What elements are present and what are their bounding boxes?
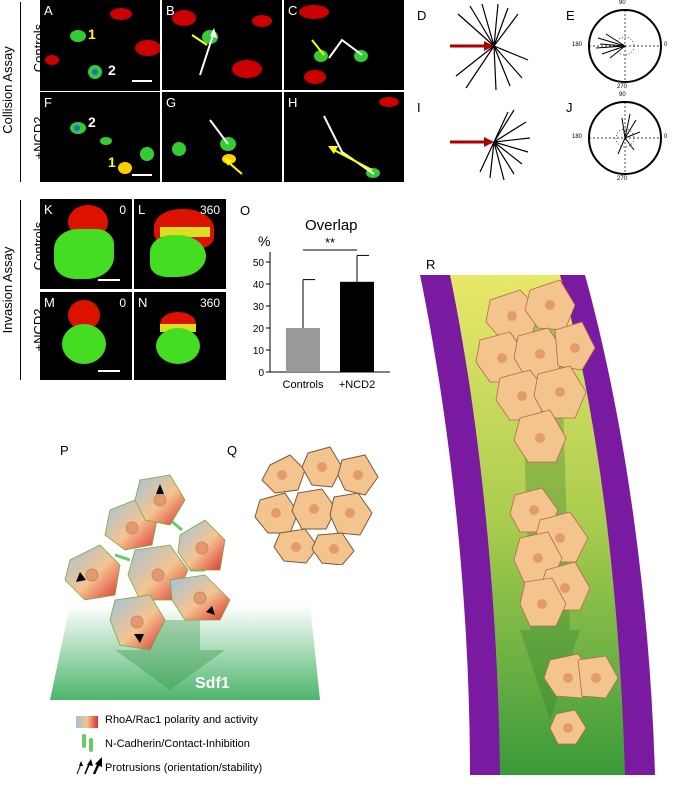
panel-r-schematic <box>420 275 655 775</box>
panel-g-image <box>162 92 282 182</box>
polar-j-0: 0 <box>664 134 668 140</box>
cell-1-label: 1 <box>88 26 96 42</box>
x-tick-label: +NCD2 <box>339 379 375 391</box>
panel-f-image: 2 1 <box>40 92 160 182</box>
panel-q-schematic <box>254 446 379 565</box>
protrusion-arrows-icon <box>76 757 102 775</box>
bar-ncd2 <box>340 281 374 372</box>
cadherin-icon <box>82 734 86 748</box>
y-tick-label: 40 <box>253 280 265 291</box>
panel-c-image <box>284 0 404 90</box>
panel-a-label: A <box>44 3 53 18</box>
collision-divider <box>20 2 21 182</box>
time-m: 0 <box>119 296 126 310</box>
panel-b-image <box>162 0 282 90</box>
panel-e-polar-plot <box>588 9 662 83</box>
y-axis-label: % <box>258 233 270 249</box>
scale-bar <box>132 174 152 176</box>
y-tick-label: 0 <box>258 368 264 379</box>
x-tick-label: Controls <box>283 379 324 391</box>
panel-h-label: H <box>288 95 298 110</box>
panel-k-label: K <box>44 202 53 217</box>
scale-bar <box>132 80 152 82</box>
polar-j-180: 180 <box>572 134 583 140</box>
sdf1-label: Sdf1 <box>195 675 230 692</box>
collision-assay-label: Collision Assay <box>0 46 15 134</box>
panel-g-label: G <box>166 95 177 110</box>
cell-2-label-f: 2 <box>88 114 96 130</box>
panel-m-image: 0 <box>40 292 132 380</box>
overlap-bar-chart: Overlap% 0 10 20 30 40 50 Controls +NCD2 ** <box>253 217 390 391</box>
cadherin-icon <box>89 738 93 752</box>
cell-1-label-f: 1 <box>108 154 116 170</box>
y-tick-label: 50 <box>253 258 265 269</box>
panel-n-image: 360 <box>134 292 226 380</box>
panel-p-schematic: Sdf1 <box>50 474 320 700</box>
panel-q-label: Q <box>227 443 238 458</box>
polar-e-90: 90 <box>619 0 626 6</box>
panel-e-label: E <box>566 8 575 23</box>
panel-l-image: 360 <box>134 199 226 289</box>
panel-i-label: I <box>417 100 421 115</box>
panel-i-vector-plot <box>450 109 531 181</box>
invasion-divider <box>20 200 21 380</box>
panel-h-image <box>284 92 404 182</box>
time-k: 0 <box>119 203 126 217</box>
legend-protrusions: Protrusions (orientation/stability) <box>105 762 263 774</box>
chart-title: Overlap <box>305 217 358 234</box>
polarity-gradient-swatch <box>76 716 98 728</box>
panel-r-label: R <box>426 257 436 272</box>
cell-2-label: 2 <box>108 62 116 78</box>
y-tick-label: 10 <box>253 346 265 357</box>
time-n: 360 <box>199 296 220 310</box>
panel-j-polar-plot <box>588 101 662 175</box>
panel-c-label: C <box>288 3 298 18</box>
polar-j-270: 270 <box>617 176 628 182</box>
row-sep <box>40 90 160 91</box>
polar-j-90: 90 <box>619 92 626 98</box>
legend-polarity: RhoA/Rac1 polarity and activity <box>105 714 258 726</box>
polar-e-0: 0 <box>664 42 668 48</box>
panel-k-image: 0 <box>40 199 132 289</box>
panel-d-label: D <box>417 8 427 23</box>
panel-p-label: P <box>60 443 69 458</box>
legend-cadherin: N-Cadherin/Contact-Inhibition <box>105 738 250 750</box>
time-l: 360 <box>199 203 220 217</box>
panel-l-label: L <box>138 202 146 217</box>
panel-m-label: M <box>44 295 55 310</box>
panel-o-label: O <box>240 203 251 218</box>
scale-bar <box>98 279 120 281</box>
polar-e-180: 180 <box>572 42 583 48</box>
significance-marker: ** <box>325 235 335 250</box>
scale-bar <box>98 370 120 372</box>
panel-a-image: 1 2 <box>40 0 160 90</box>
panel-j-label: J <box>566 100 573 115</box>
y-tick-label: 20 <box>253 324 265 335</box>
y-tick-label: 30 <box>253 302 265 313</box>
polar-e-270: 270 <box>617 84 628 90</box>
panel-f-label: F <box>44 95 52 110</box>
invasion-assay-label: Invasion Assay <box>0 246 15 334</box>
bar-controls <box>286 328 320 372</box>
panel-b-label: B <box>166 3 175 18</box>
panel-d-vector-plot <box>450 3 529 91</box>
panel-n-label: N <box>138 295 148 310</box>
